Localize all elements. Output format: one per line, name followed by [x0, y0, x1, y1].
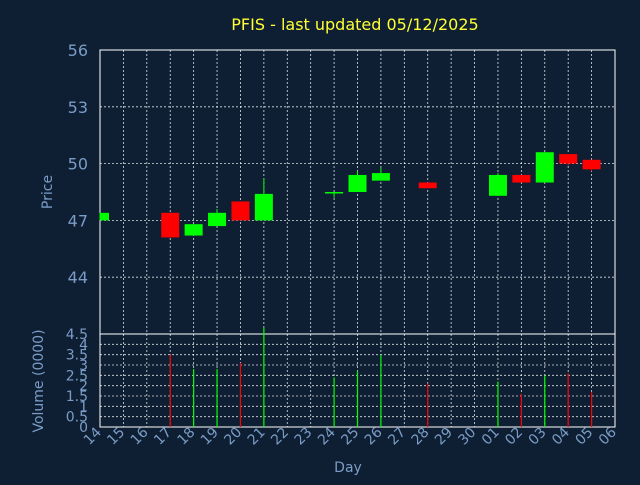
candle-body [559, 154, 578, 164]
volume-tick-label: 0 [79, 420, 88, 436]
price-tick-label: 53 [68, 98, 88, 117]
candle-body [184, 224, 203, 236]
candle-body [348, 174, 367, 192]
candles [99, 152, 601, 238]
price-tick-label: 44 [68, 268, 88, 287]
candle-body [100, 212, 109, 221]
candle-body [418, 182, 437, 189]
day-tick-labels: 14 15 16 17 18 19 20 21 22 23 24 25 26 27 28 29 30 01 02 03… [81, 424, 620, 448]
volume-tick-label: 1.5 [66, 389, 88, 405]
candle-body [254, 193, 273, 221]
volume-bars [169, 327, 593, 427]
candle-body [512, 174, 531, 183]
volume-tick-label: 0.5 [66, 410, 88, 426]
price-tick-label: 47 [68, 211, 88, 230]
candle-body [535, 152, 554, 183]
volume-tick-label: 3.5 [66, 348, 88, 364]
candle-body [231, 201, 250, 221]
candle-body [161, 212, 180, 238]
volume-tick-label: 4 [79, 337, 88, 353]
volume-tick-labels: 4.543.532.521.510.50 [66, 327, 88, 436]
price-tick-label: 56 [68, 41, 88, 60]
volume-tick-label: 3 [79, 358, 88, 374]
price-tick-label: 50 [68, 155, 88, 174]
candle-body [488, 174, 507, 196]
x-axis-label: Day [334, 460, 362, 476]
volume-axis-label: Volume (0000) [31, 329, 47, 432]
price-tick-labels: 56 53 50 47 44 [68, 41, 88, 287]
candle-body [208, 212, 227, 227]
chart-title: PFIS - last updated 05/12/2025 [231, 15, 478, 34]
candle-body [371, 173, 390, 181]
candle-body [582, 159, 601, 170]
volume-tick-label: 4.5 [66, 327, 88, 343]
volume-tick-label: 2 [79, 379, 88, 395]
volume-tick-label: 2.5 [66, 368, 88, 384]
price-axis-label: Price [40, 175, 56, 209]
volume-tick-label: 1 [79, 399, 88, 415]
candle-body [325, 192, 344, 194]
